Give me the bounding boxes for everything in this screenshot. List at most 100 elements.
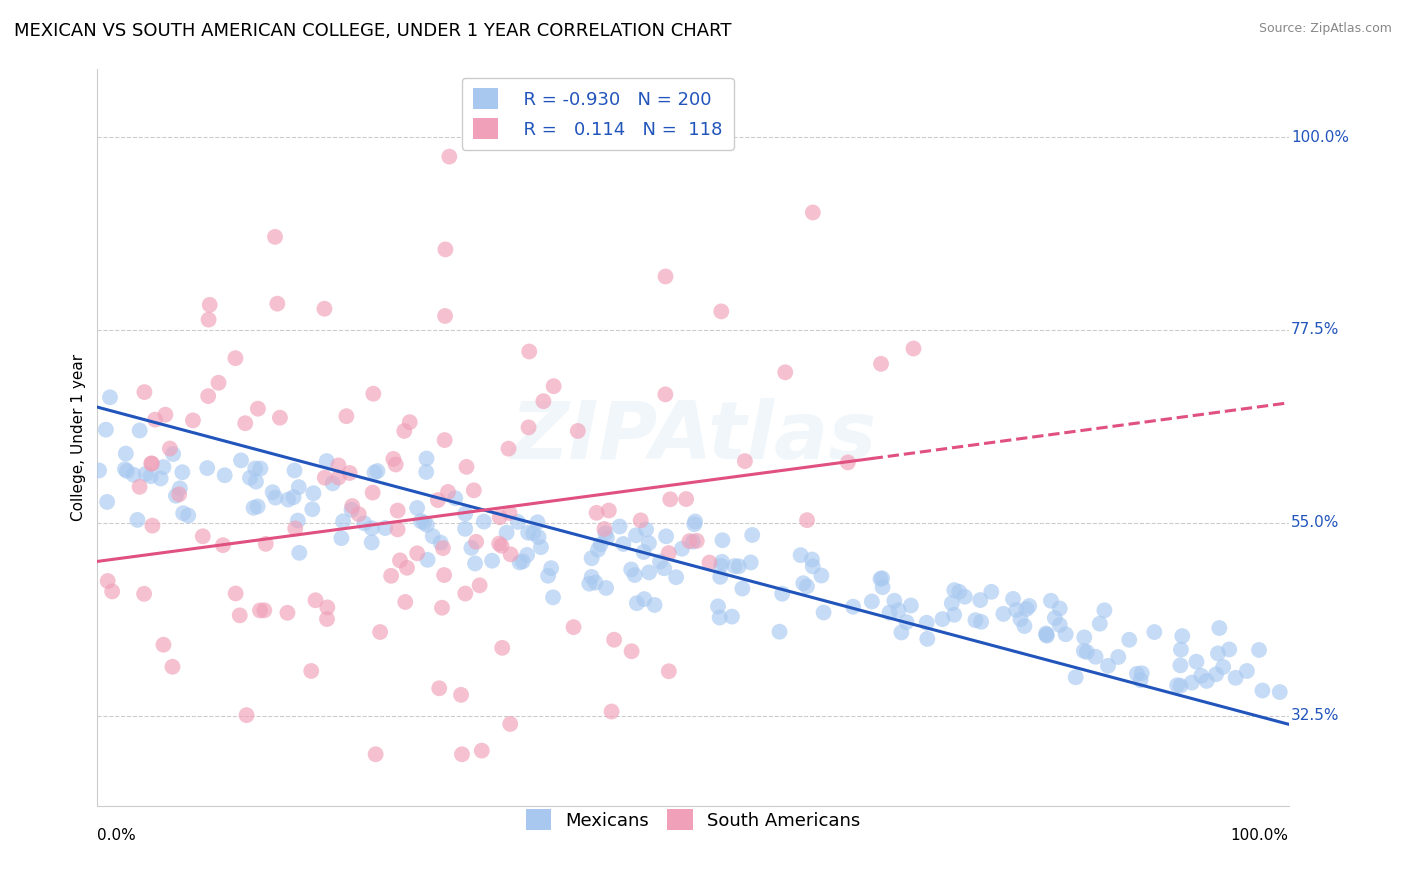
Point	[1170, 642, 1192, 657]
Point	[1181, 675, 1204, 690]
Point	[517, 344, 540, 359]
Point	[315, 454, 337, 468]
Point	[624, 528, 647, 542]
Point	[1076, 645, 1098, 659]
Point	[792, 576, 814, 591]
Point	[266, 296, 288, 310]
Point	[1205, 667, 1227, 681]
Point	[363, 466, 385, 480]
Point	[463, 483, 485, 498]
Point	[242, 500, 264, 515]
Point	[249, 603, 271, 617]
Point	[953, 590, 976, 604]
Point	[197, 312, 219, 326]
Point	[235, 708, 257, 723]
Point	[395, 561, 418, 575]
Point	[1170, 679, 1192, 693]
Point	[620, 562, 643, 576]
Point	[530, 540, 553, 554]
Point	[596, 531, 619, 545]
Point	[332, 514, 354, 528]
Point	[165, 489, 187, 503]
Point	[1073, 631, 1095, 645]
Point	[1054, 627, 1077, 641]
Point	[1014, 619, 1036, 633]
Text: ZIPAtlas: ZIPAtlas	[510, 398, 876, 476]
Point	[1189, 669, 1212, 683]
Point	[658, 546, 681, 560]
Point	[460, 541, 482, 555]
Y-axis label: College, Under 1 year: College, Under 1 year	[72, 353, 86, 521]
Point	[860, 594, 883, 608]
Point	[686, 533, 709, 548]
Point	[468, 578, 491, 592]
Point	[141, 457, 163, 471]
Point	[207, 376, 229, 390]
Point	[1251, 683, 1274, 698]
Point	[96, 495, 118, 509]
Point	[1195, 673, 1218, 688]
Point	[335, 409, 357, 424]
Point	[340, 502, 363, 516]
Point	[724, 559, 747, 574]
Point	[770, 587, 793, 601]
Point	[1166, 678, 1188, 692]
Point	[283, 490, 305, 504]
Point	[339, 466, 361, 480]
Point	[931, 612, 953, 626]
Point	[506, 515, 529, 529]
Point	[380, 569, 402, 583]
Point	[430, 600, 453, 615]
Point	[768, 624, 790, 639]
Point	[675, 491, 697, 506]
Point	[1035, 626, 1057, 640]
Point	[413, 516, 436, 530]
Point	[648, 555, 671, 569]
Point	[384, 458, 406, 472]
Point	[509, 556, 531, 570]
Point	[595, 526, 617, 541]
Point	[162, 447, 184, 461]
Point	[491, 539, 513, 553]
Point	[254, 537, 277, 551]
Point	[432, 541, 454, 555]
Point	[842, 599, 865, 614]
Point	[253, 603, 276, 617]
Point	[454, 507, 477, 521]
Point	[427, 681, 450, 696]
Point	[229, 453, 252, 467]
Point	[233, 416, 256, 430]
Point	[444, 491, 467, 506]
Point	[948, 584, 970, 599]
Point	[169, 481, 191, 495]
Point	[394, 424, 416, 438]
Point	[1092, 603, 1115, 617]
Point	[114, 462, 136, 476]
Point	[454, 586, 477, 600]
Point	[159, 442, 181, 456]
Point	[434, 309, 457, 323]
Point	[709, 610, 731, 624]
Point	[1073, 644, 1095, 658]
Point	[212, 538, 235, 552]
Point	[915, 615, 938, 630]
Point	[626, 596, 648, 610]
Point	[288, 546, 311, 560]
Point	[540, 561, 562, 575]
Point	[1126, 666, 1149, 681]
Point	[603, 632, 626, 647]
Point	[433, 568, 456, 582]
Point	[481, 554, 503, 568]
Point	[97, 574, 120, 588]
Point	[578, 576, 600, 591]
Point	[595, 581, 617, 595]
Point	[581, 551, 603, 566]
Point	[1015, 602, 1038, 616]
Point	[382, 451, 405, 466]
Point	[609, 519, 631, 533]
Point	[454, 522, 477, 536]
Point	[172, 506, 194, 520]
Point	[620, 644, 643, 658]
Point	[1107, 650, 1129, 665]
Point	[162, 660, 184, 674]
